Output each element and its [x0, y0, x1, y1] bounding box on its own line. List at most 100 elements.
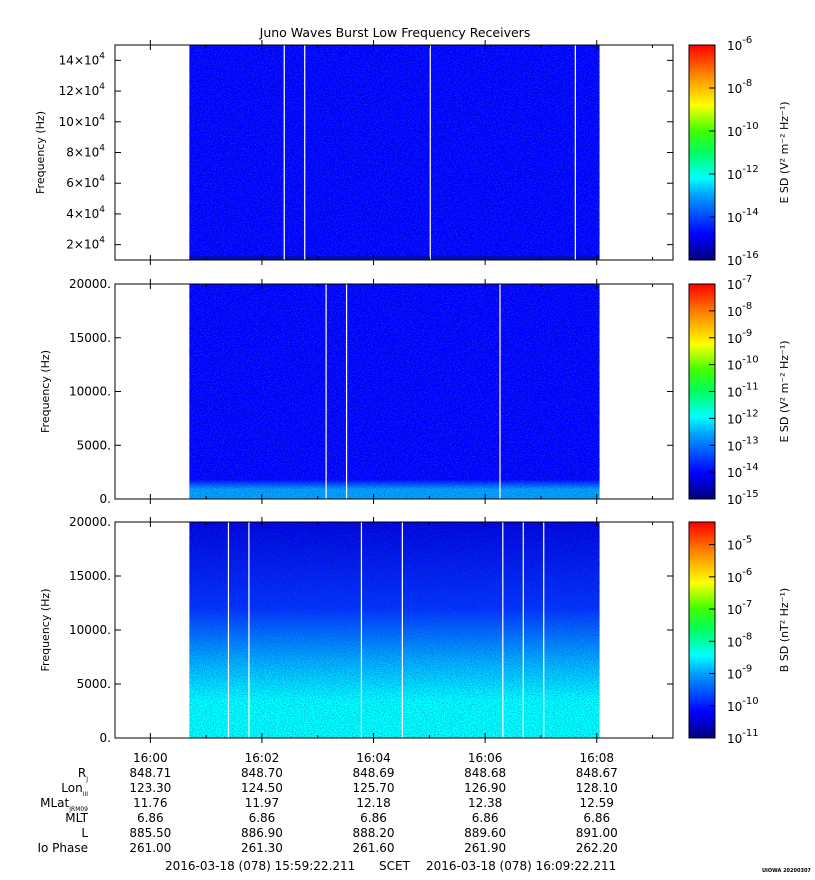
ephemeris-value: 848.67 — [576, 766, 618, 780]
ephemeris-value: 261.00 — [129, 841, 171, 855]
colorbar-tick-label: 10-6 — [727, 35, 752, 53]
colorbar-3: 10-5 10-6 10-7 10-8 10-9 10-10 10-11 B SD (nT² … — [688, 521, 791, 746]
colorbar-tick-label: 10-11 — [727, 728, 759, 746]
ephemeris-value: 6.86 — [583, 811, 610, 825]
colorbar-tick-label: 10-16 — [727, 250, 759, 268]
ephemeris-row-label: RJ — [78, 766, 88, 783]
ephemeris-value: 128.10 — [576, 781, 618, 795]
ephemeris-value: 12.38 — [468, 796, 502, 810]
y-axis-label: Frequency (Hz) — [39, 589, 52, 672]
colorbar-tick-label: 10-15 — [727, 489, 759, 507]
colorbar-gradient — [688, 44, 716, 261]
ephemeris-row-label: Io Phase — [37, 841, 88, 855]
y-tick-label: 0. — [100, 731, 111, 745]
x-tick-label: 16:04 — [356, 751, 391, 765]
spectrogram-panel-3: 0. 5000. 10000. 15000. 20000. Frequency (Hz) 1… — [39, 515, 791, 746]
colorbar-label: E SD (V² m⁻² Hz⁻¹) — [778, 340, 791, 442]
spectrogram-speckle-light — [189, 522, 600, 738]
y-tick-label: 6×104 — [66, 174, 105, 190]
ephemeris-value: 123.30 — [129, 781, 171, 795]
colorbar-tick-label: 10-8 — [727, 78, 752, 96]
footer-start-time: 2016-03-18 (078) 15:59:22.211 — [165, 859, 355, 873]
ephemeris-value: 12.59 — [580, 796, 614, 810]
time-axis: 16:00 16:02 16:04 16:06 16:08 — [133, 751, 614, 765]
ephemeris-value: 11.97 — [245, 796, 279, 810]
ephemeris-value: 885.50 — [129, 826, 171, 840]
spectrogram-speckle-light — [189, 284, 600, 499]
colorbar-tick-label: 10-12 — [727, 408, 759, 426]
y-tick-label: 10000. — [69, 623, 111, 637]
ephemeris-value: 848.70 — [241, 766, 283, 780]
y-tick-label: 20000. — [69, 515, 111, 529]
x-tick-label: 16:08 — [579, 751, 614, 765]
ephemeris-value: 889.60 — [464, 826, 506, 840]
y-tick-label: 15000. — [69, 331, 111, 345]
y-tick-label: 0. — [100, 492, 111, 506]
colorbar-tick-label: 10-14 — [727, 207, 759, 225]
ephemeris-value: 12.18 — [356, 796, 390, 810]
colorbar-tick-label: 10-8 — [727, 631, 752, 649]
colorbar-tick-label: 10-12 — [727, 164, 759, 182]
colorbar-tick-label: 10-10 — [727, 355, 759, 373]
ephemeris-value: 124.50 — [241, 781, 283, 795]
y-tick-label: 8×104 — [66, 144, 105, 160]
ephemeris-row-label: L — [81, 826, 88, 840]
colorbar-tick-label: 10-7 — [727, 599, 752, 617]
colorbar-tick-label: 10-9 — [727, 328, 752, 346]
ephemeris-value: 848.69 — [353, 766, 395, 780]
spectrogram-speckle-light — [189, 45, 600, 260]
ephemeris-value: 891.00 — [576, 826, 618, 840]
ephemeris-value: 6.86 — [137, 811, 164, 825]
x-tick-label: 16:06 — [468, 751, 503, 765]
ephemeris-value: 261.60 — [353, 841, 395, 855]
footer: 2016-03-18 (078) 15:59:22.211 SCET 2016-… — [165, 859, 811, 874]
ephemeris-value: 6.86 — [249, 811, 276, 825]
ephemeris-row-label: MLT — [65, 811, 88, 825]
footer-end-time: 2016-03-18 (078) 16:09:22.211 — [426, 859, 616, 873]
colorbar-tick-label: 10-5 — [727, 535, 752, 553]
y-tick-label: 10000. — [69, 385, 111, 399]
ephemeris-value: 888.20 — [353, 826, 395, 840]
ephemeris-value: 261.90 — [464, 841, 506, 855]
colorbar-tick-label: 10-11 — [727, 382, 759, 400]
y-tick-label: 12×104 — [59, 82, 106, 98]
y-tick-label: 5000. — [77, 677, 111, 691]
colorbar-tick-label: 10-9 — [727, 664, 752, 682]
y-tick-label: 20000. — [69, 277, 111, 291]
figure-title: Juno Waves Burst Low Frequency Receivers — [259, 25, 531, 40]
colorbar-tick-label: 10-10 — [727, 696, 759, 714]
ephemeris-value: 261.30 — [241, 841, 283, 855]
y-tick-label: 14×104 — [59, 51, 106, 67]
x-tick-label: 16:00 — [133, 751, 168, 765]
spectrogram-panel-1: 2×104 4×104 6×104 8×104 10×104 12×104 14×104 Fr… — [34, 35, 791, 268]
ephemeris-value: 262.20 — [576, 841, 618, 855]
ephemeris-value: 125.70 — [353, 781, 395, 795]
low-frequency-band — [189, 256, 600, 260]
y-axis-label: Frequency (Hz) — [34, 111, 47, 194]
y-tick-label: 10×104 — [59, 113, 106, 129]
colorbar-label: B SD (nT² Hz⁻¹) — [778, 588, 791, 672]
ephemeris-value: 848.71 — [129, 766, 171, 780]
ephemeris-value: 6.86 — [360, 811, 387, 825]
ephemeris-row-label: LonIII — [61, 781, 88, 798]
colorbar-tick-label: 10-7 — [727, 274, 752, 292]
ephemeris-table: RJ 848.71 848.70 848.69 848.68 848.67 LonIII 12… — [37, 766, 617, 855]
y-axis-label: Frequency (Hz) — [39, 350, 52, 433]
spectrogram-panel-2: 0. 5000. 10000. 15000. 20000. Frequency (Hz) 1… — [39, 274, 791, 507]
ephemeris-value: 886.90 — [241, 826, 283, 840]
colorbar-label: E SD (V² m⁻² Hz⁻¹) — [778, 101, 791, 203]
footer-scet-label: SCET — [379, 859, 411, 873]
y-tick-label: 5000. — [77, 438, 111, 452]
colorbar-tick-label: 10-6 — [727, 567, 752, 585]
colorbar-tick-label: 10-14 — [727, 462, 759, 480]
colorbar-tick-label: 10-13 — [727, 435, 759, 453]
footer-stamp: UIOWA 20200307 — [762, 868, 811, 874]
y-tick-label: 2×104 — [66, 236, 105, 252]
y-tick-label: 15000. — [69, 569, 111, 583]
ephemeris-value: 126.90 — [464, 781, 506, 795]
x-tick-label: 16:02 — [245, 751, 280, 765]
colorbar-1: 10-6 10-8 10-10 10-12 10-14 10-16 E SD (V² m⁻²… — [688, 35, 791, 268]
colorbar-2: 10-7 10-8 10-9 10-10 10-11 10-12 10-13 10-14 10-… — [688, 274, 791, 507]
ephemeris-value: 848.68 — [464, 766, 506, 780]
